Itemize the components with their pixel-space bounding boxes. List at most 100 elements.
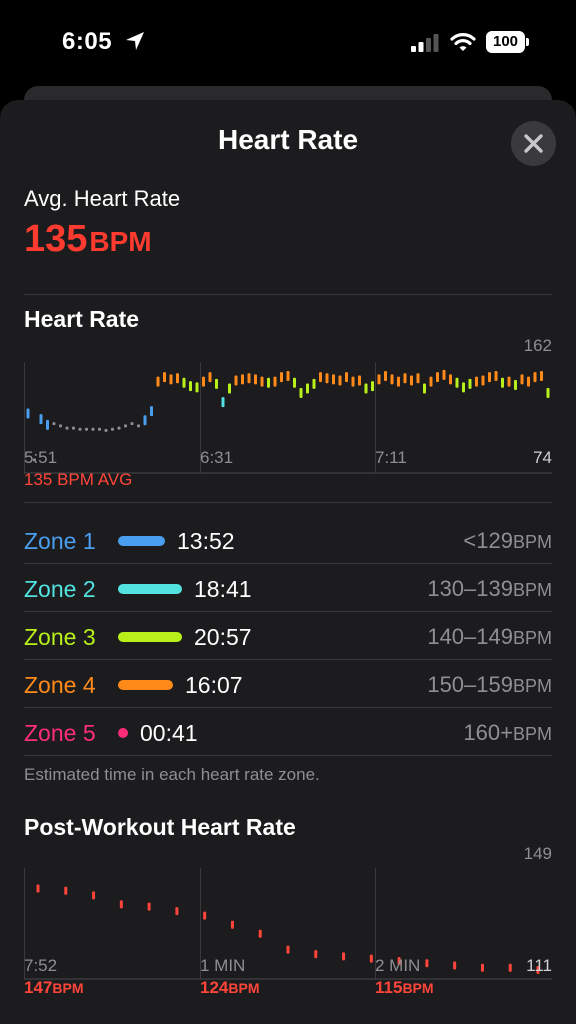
post-value-start: 147BPM	[24, 978, 84, 997]
zone-name: Zone 1	[24, 528, 96, 554]
heart-rate-sample	[91, 427, 95, 431]
zone-row-2[interactable]: Zone 2 18:41 130–139BPM	[24, 564, 552, 612]
zone-range: 150–159BPM	[427, 672, 552, 697]
heart-rate-sample	[371, 381, 374, 392]
heart-rate-sample	[59, 424, 62, 428]
heart-rate-sample	[72, 426, 75, 430]
heart-rate-sample	[475, 376, 478, 387]
zone-time: 00:41	[140, 720, 198, 746]
chart-x-label-start: 5:51	[24, 448, 58, 467]
divider	[24, 611, 552, 612]
heart-rate-sample	[221, 397, 225, 408]
zone-row-4[interactable]: Zone 4 16:07 150–159BPM	[24, 660, 552, 708]
heart-rate-sample	[293, 377, 296, 388]
divider	[24, 563, 552, 564]
heart-rate-sample	[442, 369, 446, 380]
heart-rate-sample	[176, 373, 179, 384]
post-workout-chart[interactable]: 149 7:52 1 MIN 2 MIN 111 147BPM 124BPM 1…	[24, 842, 552, 1002]
heart-rate-sample	[241, 374, 244, 385]
zone-range: 130–139BPM	[427, 576, 552, 601]
close-button[interactable]	[511, 121, 556, 166]
heart-rate-sample	[33, 458, 36, 462]
zone-row-5[interactable]: Zone 5 00:41 160+BPM	[24, 708, 552, 756]
heart-rate-sample	[338, 375, 342, 386]
heart-rate-sample	[104, 428, 108, 432]
post-workout-sample	[425, 959, 429, 968]
chart-y-min-label: 74	[533, 448, 552, 467]
heart-rate-sample	[208, 372, 212, 383]
heart-rate-sample	[85, 427, 88, 431]
heart-rate-sample	[527, 376, 530, 387]
avg-heart-rate-value: 135BPM	[24, 218, 152, 261]
heart-rate-sample	[306, 383, 309, 394]
post-workout-title: Post-Workout Heart Rate	[24, 814, 296, 840]
heart-rate-sample	[520, 374, 524, 385]
post-workout-sample	[342, 952, 346, 961]
chart-x-label-end: 7:11	[375, 448, 407, 467]
zone-range: 160+BPM	[463, 720, 552, 745]
post-chart-x-label-start: 7:52	[24, 956, 58, 975]
heart-rate-sample	[130, 422, 134, 426]
zone-row-1[interactable]: Zone 1 13:52 <129BPM	[24, 516, 552, 564]
heart-rate-sample	[228, 383, 231, 394]
divider	[24, 502, 552, 503]
post-workout-sample	[536, 966, 540, 974]
post-workout-sample	[36, 884, 40, 893]
divider	[24, 659, 552, 660]
zone-pill	[118, 536, 165, 546]
post-chart-x-label-end: 2 MIN	[375, 956, 421, 975]
heart-rate-sample	[468, 378, 472, 389]
heart-rate-sample	[325, 373, 329, 384]
heart-rate-sample	[182, 377, 186, 388]
close-icon	[524, 134, 543, 153]
heart-rate-sample	[215, 378, 218, 389]
heart-rate-sample	[234, 375, 238, 386]
post-workout-sample	[369, 954, 373, 963]
heart-rate-sample	[410, 375, 413, 386]
zone-time: 16:07	[185, 672, 243, 698]
zone-time: 20:57	[194, 624, 252, 650]
post-workout-sample	[119, 900, 123, 909]
zone-pill	[118, 632, 182, 642]
post-workout-plot	[24, 868, 552, 980]
sheet-title: Heart Rate	[217, 124, 359, 155]
heart-rate-sample	[169, 374, 173, 385]
location-arrow-icon	[126, 32, 144, 50]
zone-time: 13:52	[177, 528, 235, 554]
heart-rate-sample	[163, 372, 166, 383]
post-workout-sample	[314, 950, 318, 959]
post-workout-sample	[508, 963, 512, 972]
zone-range: 140–149BPM	[427, 624, 552, 649]
heart-rate-chart[interactable]: 162 5:51 6:31 7:11 74	[24, 334, 552, 500]
zone-name: Zone 5	[24, 720, 96, 746]
heart-rate-sample	[449, 374, 452, 385]
avg-heart-rate-label: Avg. Heart Rate	[24, 186, 181, 211]
heart-rate-sample	[494, 370, 498, 381]
divider	[24, 755, 552, 756]
zone-range: <129BPM	[463, 528, 552, 553]
heart-rate-sample	[143, 415, 147, 426]
post-workout-sample	[286, 945, 290, 954]
zone-row-3[interactable]: Zone 3 20:57 140–149BPM	[24, 612, 552, 660]
heart-rate-sample	[332, 374, 335, 385]
zone-pill	[118, 728, 128, 738]
post-workout-sample	[203, 911, 207, 920]
chart-avg-caption: 135 BPM AVG	[24, 470, 133, 489]
heart-rate-sample	[124, 424, 127, 428]
status-time: 6:05	[62, 28, 113, 55]
post-workout-sample	[175, 907, 179, 916]
heart-rate-sample	[156, 376, 160, 387]
heart-rate-sheet: Heart Rate Avg. Heart Rate 135BPM Heart …	[0, 100, 576, 1024]
zone-pill	[118, 680, 173, 690]
heart-rate-sample	[280, 372, 283, 383]
heart-rate-sample	[546, 388, 550, 398]
chart-y-max-label: 162	[523, 336, 552, 355]
heart-rate-sample	[267, 377, 270, 388]
zone-time: 18:41	[194, 576, 252, 602]
heart-rate-sample	[247, 373, 251, 384]
zone-pill	[118, 584, 182, 594]
post-workout-sample	[230, 920, 234, 929]
heart-rate-sample	[117, 426, 121, 430]
heart-rate-sample	[299, 388, 303, 398]
heart-rate-sample	[78, 427, 82, 431]
